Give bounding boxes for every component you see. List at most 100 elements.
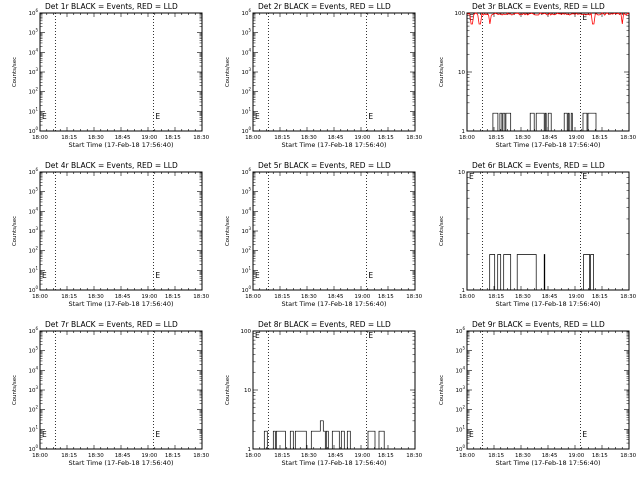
- x-axis-label: Start Time (17-Feb-18 17:56:40): [282, 459, 387, 467]
- x-tick-label: 18:15: [488, 453, 504, 459]
- y-tick-label: 100: [28, 126, 38, 135]
- y-tick-label: 100: [28, 444, 38, 453]
- y-axis-label: Counts/sec: [225, 375, 231, 405]
- y-tick-exponent: 6: [35, 167, 38, 172]
- y-tick-exponent: 4: [35, 206, 38, 211]
- e-marker: E: [469, 172, 474, 181]
- x-tick-label: 18:30: [406, 453, 422, 459]
- x-tick-label: 19:00: [141, 294, 157, 300]
- y-tick-exponent: 3: [248, 226, 251, 231]
- y-tick-exponent: 3: [35, 67, 38, 72]
- x-tick-label: 18:30: [515, 135, 531, 141]
- lld-series: [466, 12, 630, 25]
- y-tick-exponent: 4: [248, 206, 251, 211]
- x-tick-label: 19:00: [354, 135, 370, 141]
- x-tick-label: 18:00: [32, 135, 48, 141]
- e-marker: E: [469, 13, 474, 22]
- panel-det-3r: Det 3r BLACK = Events, RED = LLD 18:00 18:…: [439, 2, 637, 149]
- y-tick-label: 105: [241, 28, 251, 37]
- y-tick-exponent: 6: [35, 8, 38, 13]
- x-tick-label: 18:45: [542, 294, 558, 300]
- e-marker: E: [368, 271, 373, 280]
- x-tick-label: 18:30: [620, 135, 636, 141]
- y-tick-exponent: 2: [35, 405, 38, 410]
- y-tick-exponent: 5: [35, 346, 38, 351]
- y-tick-exponent: 2: [248, 87, 251, 92]
- y-tick-label: 102: [241, 87, 251, 96]
- x-tick-label: 19:00: [141, 453, 157, 459]
- x-tick-label: 18:15: [274, 135, 290, 141]
- y-tick-label: 100: [241, 285, 251, 294]
- y-tick-exponent: 0: [248, 285, 251, 290]
- e-marker: E: [582, 430, 587, 439]
- y-tick-exponent: 2: [35, 87, 38, 92]
- y-tick-label: 103: [241, 226, 251, 235]
- x-tick-label: 18:30: [193, 135, 209, 141]
- x-tick-label: 19:00: [568, 135, 584, 141]
- x-tick-label: 18:30: [301, 453, 317, 459]
- y-tick-label: 100: [28, 285, 38, 294]
- x-tick-label: 18:00: [459, 453, 475, 459]
- y-tick-exponent: 1: [35, 424, 38, 429]
- panel-title: Det 6r BLACK = Events, RED = LLD: [472, 161, 605, 170]
- y-tick-label: 103: [28, 385, 38, 394]
- y-tick-label: 101: [28, 424, 38, 433]
- y-tick-label: 105: [241, 187, 251, 196]
- x-tick-label: 18:30: [301, 135, 317, 141]
- x-tick-label: 18:30: [193, 294, 209, 300]
- y-tick-exponent: 4: [35, 47, 38, 52]
- x-tick-label: 18:15: [274, 294, 290, 300]
- panel-det-8r: Det 8r BLACK = Events, RED = LLD 18:00 18:…: [225, 320, 423, 467]
- y-tick-label: 104: [241, 47, 251, 56]
- y-tick-label: 105: [28, 187, 38, 196]
- y-tick-exponent: 1: [35, 265, 38, 270]
- x-tick-label: 18:15: [592, 294, 608, 300]
- y-tick-label: 102: [241, 246, 251, 255]
- panel-title: Det 9r BLACK = Events, RED = LLD: [472, 320, 605, 329]
- x-tick-label: 18:45: [115, 135, 131, 141]
- panel-title: Det 1r BLACK = Events, RED = LLD: [45, 2, 178, 11]
- x-tick-label: 18:45: [115, 453, 131, 459]
- x-tick-label: 18:30: [620, 453, 636, 459]
- y-tick-label: 10: [458, 170, 465, 176]
- x-tick-label: 18:15: [61, 453, 77, 459]
- e-marker: E: [42, 112, 47, 121]
- x-tick-label: 18:00: [32, 453, 48, 459]
- x-axis-label: Start Time (17-Feb-18 17:56:40): [69, 300, 174, 308]
- x-tick-label: 18:00: [32, 294, 48, 300]
- panel-title: Det 2r BLACK = Events, RED = LLD: [258, 2, 391, 11]
- y-tick-label: 105: [28, 346, 38, 355]
- y-tick-exponent: 1: [462, 424, 465, 429]
- y-axis-label: Counts/sec: [12, 57, 18, 87]
- x-tick-label: 19:00: [141, 135, 157, 141]
- y-tick-label: 106: [241, 8, 251, 17]
- y-axis-label: Counts/sec: [12, 216, 18, 246]
- plot-frame: [252, 12, 416, 132]
- y-tick-exponent: 3: [248, 67, 251, 72]
- x-tick-label: 18:15: [378, 453, 394, 459]
- x-axis-label: Start Time (17-Feb-18 17:56:40): [69, 141, 174, 149]
- y-tick-exponent: 6: [248, 8, 251, 13]
- panel-title: Det 8r BLACK = Events, RED = LLD: [258, 320, 391, 329]
- e-marker: E: [155, 112, 160, 121]
- y-axis-label: Counts/sec: [439, 375, 445, 405]
- y-tick-exponent: 0: [35, 444, 38, 449]
- x-axis-label: Start Time (17-Feb-18 17:56:40): [69, 459, 174, 467]
- y-tick-label: 1: [462, 288, 466, 294]
- x-tick-label: 19:00: [568, 294, 584, 300]
- x-tick-label: 18:15: [274, 453, 290, 459]
- y-tick-exponent: 2: [35, 246, 38, 251]
- x-tick-label: 18:15: [378, 135, 394, 141]
- e-marker: E: [255, 271, 260, 280]
- y-axis-label: Counts/sec: [225, 216, 231, 246]
- y-tick-label: 102: [28, 246, 38, 255]
- e-marker: E: [42, 271, 47, 280]
- y-tick-label: 100: [455, 11, 466, 17]
- y-tick-exponent: 5: [248, 28, 251, 33]
- y-tick-exponent: 6: [462, 326, 465, 331]
- x-tick-label: 18:15: [488, 294, 504, 300]
- y-tick-label: 104: [28, 47, 38, 56]
- x-tick-label: 18:30: [301, 294, 317, 300]
- y-tick-exponent: 2: [248, 246, 251, 251]
- x-tick-label: 18:00: [459, 135, 475, 141]
